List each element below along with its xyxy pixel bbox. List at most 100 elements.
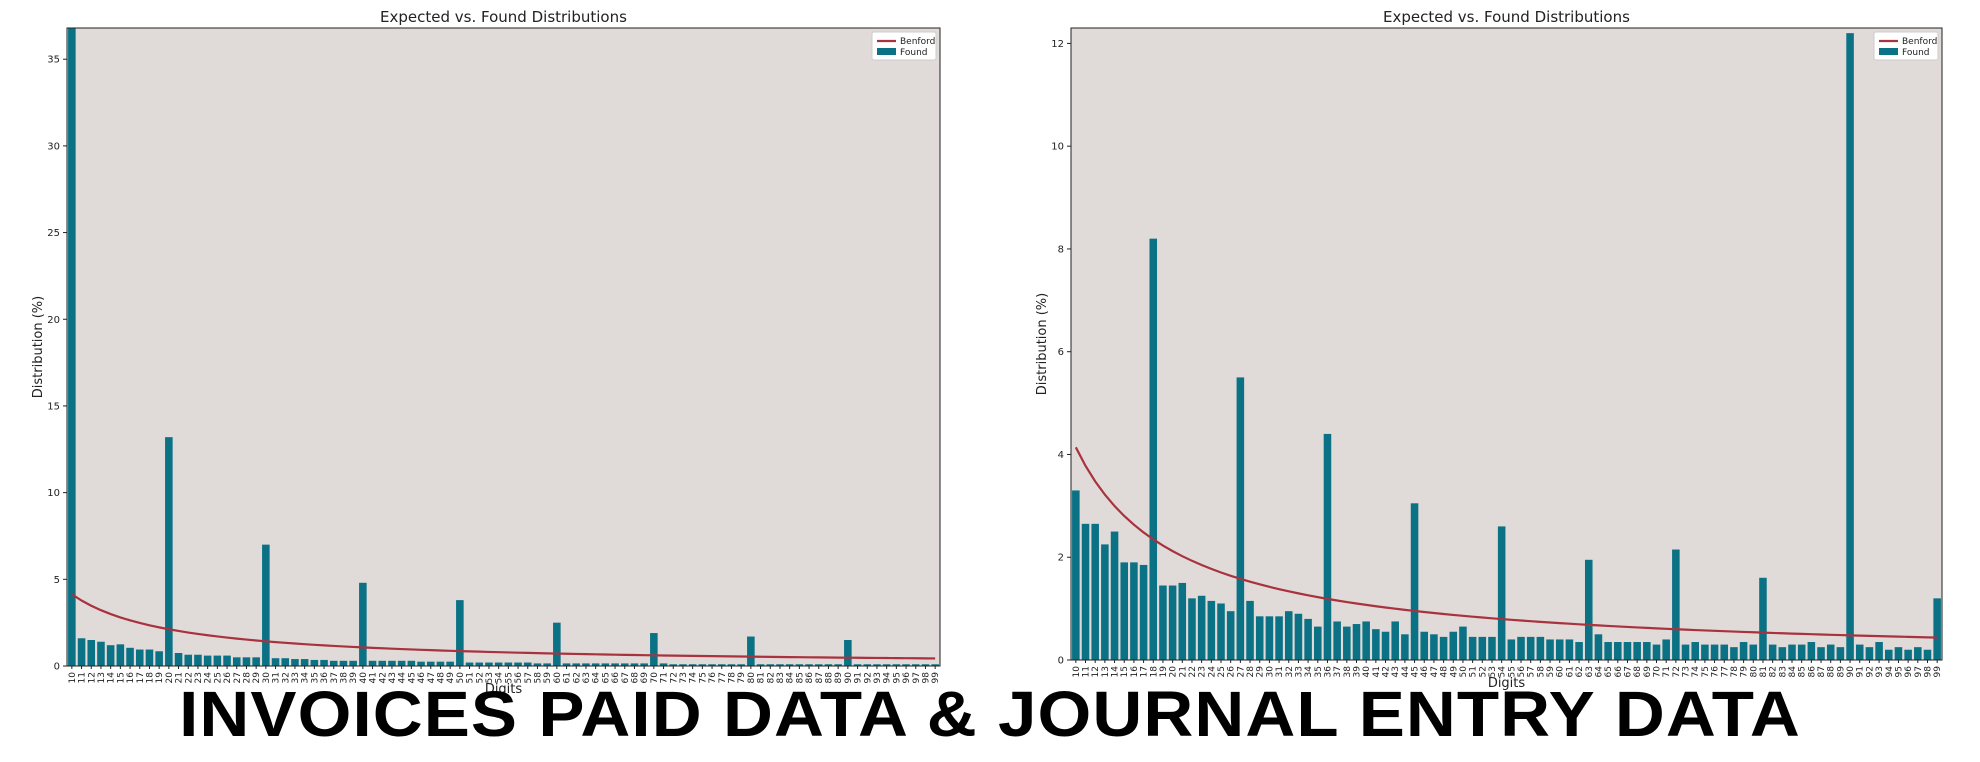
bar-26	[223, 655, 231, 666]
x-tick-label: 40	[1362, 666, 1372, 678]
bar-41	[1372, 629, 1380, 660]
x-tick-label: 68	[630, 672, 640, 684]
x-tick-label: 14	[1111, 666, 1121, 678]
x-tick-label: 11	[1082, 666, 1092, 677]
x-tick-label: 50	[456, 672, 466, 684]
x-tick-label: 90	[844, 672, 854, 684]
legend-benford-label: Benford	[900, 37, 935, 47]
bar-89	[1836, 647, 1845, 660]
bar-69	[1643, 642, 1651, 660]
x-tick-label: 18	[1149, 666, 1159, 678]
bar-30	[262, 544, 270, 666]
x-tick-label: 83	[1778, 666, 1788, 677]
bar-76	[708, 664, 716, 666]
bar-27	[1236, 377, 1245, 660]
y-tick-label: 30	[47, 141, 60, 152]
x-tick-label: 58	[1536, 666, 1546, 678]
x-tick-label: 82	[1769, 666, 1779, 677]
x-tick-label: 81	[1759, 666, 1769, 677]
bar-44	[397, 660, 406, 666]
bar-36	[320, 659, 328, 666]
x-tick-label: 23	[194, 672, 204, 683]
x-tick-label: 42	[378, 672, 388, 683]
x-tick-label: 88	[824, 672, 834, 684]
x-tick-label: 28	[1246, 666, 1256, 678]
x-tick-label: 61	[563, 672, 573, 683]
x-tick-label: 75	[698, 672, 708, 683]
x-tick-label: 30	[262, 672, 272, 684]
x-tick-label: 22	[1188, 666, 1198, 677]
x-tick-label: 31	[1275, 666, 1285, 677]
bar-99	[931, 664, 939, 666]
x-tick-label: 56	[514, 672, 524, 684]
bar-93	[1875, 642, 1883, 660]
bar-45	[1410, 503, 1419, 660]
legend-benford-label: Benford	[1902, 37, 1937, 47]
bar-98	[1923, 649, 1932, 660]
x-tick-label: 60	[1556, 666, 1566, 678]
x-tick-label: 94	[1885, 666, 1895, 678]
bar-80	[1749, 644, 1758, 660]
bar-55	[1507, 639, 1516, 660]
x-tick-label: 15	[116, 672, 126, 683]
bar-89	[834, 664, 842, 666]
x-tick-label: 65	[601, 672, 611, 683]
x-tick-label: 38	[1343, 666, 1353, 678]
x-tick-label: 34	[301, 672, 311, 684]
bar-39	[349, 660, 357, 666]
x-tick-label: 67	[621, 672, 631, 683]
bar-90	[1846, 33, 1854, 661]
x-tick-label: 54	[495, 672, 505, 684]
x-tick-label: 36	[1323, 666, 1333, 678]
x-tick-label: 82	[766, 672, 776, 683]
bar-61	[1565, 639, 1574, 660]
bar-34	[300, 659, 309, 666]
x-tick-label: 74	[1691, 666, 1701, 678]
x-tick-label: 71	[1662, 666, 1672, 677]
bar-88	[824, 664, 833, 666]
x-tick-label: 74	[689, 672, 699, 684]
bar-67	[620, 663, 629, 666]
bar-20	[165, 437, 173, 666]
bar-18	[1149, 238, 1158, 660]
bar-19	[1159, 585, 1167, 660]
bar-72	[1672, 549, 1680, 660]
bar-13	[97, 641, 105, 666]
x-tick-label: 49	[1449, 666, 1459, 678]
x-tick-label: 47	[427, 672, 437, 683]
x-tick-label: 22	[184, 672, 194, 683]
bar-55	[504, 662, 513, 666]
x-tick-label: 78	[727, 672, 737, 684]
bar-64	[591, 663, 600, 666]
x-tick-label: 66	[611, 672, 621, 684]
x-tick-label: 26	[223, 672, 233, 684]
x-tick-label: 77	[1720, 666, 1730, 677]
bar-65	[601, 663, 610, 666]
bar-57	[1526, 636, 1535, 660]
x-tick-label: 42	[1382, 666, 1392, 677]
x-tick-label: 29	[1256, 666, 1266, 678]
x-tick-label: 17	[136, 672, 146, 683]
x-axis-label: Digits	[1488, 676, 1526, 691]
bar-23	[1197, 595, 1206, 660]
x-tick-label: 55	[504, 672, 514, 683]
x-tick-label: 10	[68, 672, 78, 684]
bar-54	[1497, 526, 1506, 660]
bar-53	[1488, 636, 1496, 660]
bar-29	[252, 657, 260, 666]
x-tick-label: 25	[213, 672, 223, 683]
bar-87	[1817, 647, 1825, 660]
bar-39	[1352, 624, 1361, 660]
bar-49	[446, 661, 454, 666]
x-tick-label: 30	[1265, 666, 1275, 678]
x-tick-label: 27	[1236, 666, 1246, 677]
bar-49	[1449, 631, 1458, 660]
bar-18	[145, 649, 154, 666]
x-tick-label: 64	[1594, 666, 1604, 678]
chart-title: Expected vs. Found Distributions	[1383, 8, 1630, 26]
x-axis-label: Digits	[485, 682, 523, 697]
x-tick-label: 51	[466, 672, 476, 683]
x-tick-label: 58	[533, 672, 543, 684]
bar-71	[1662, 639, 1670, 660]
x-tick-label: 32	[281, 672, 291, 683]
